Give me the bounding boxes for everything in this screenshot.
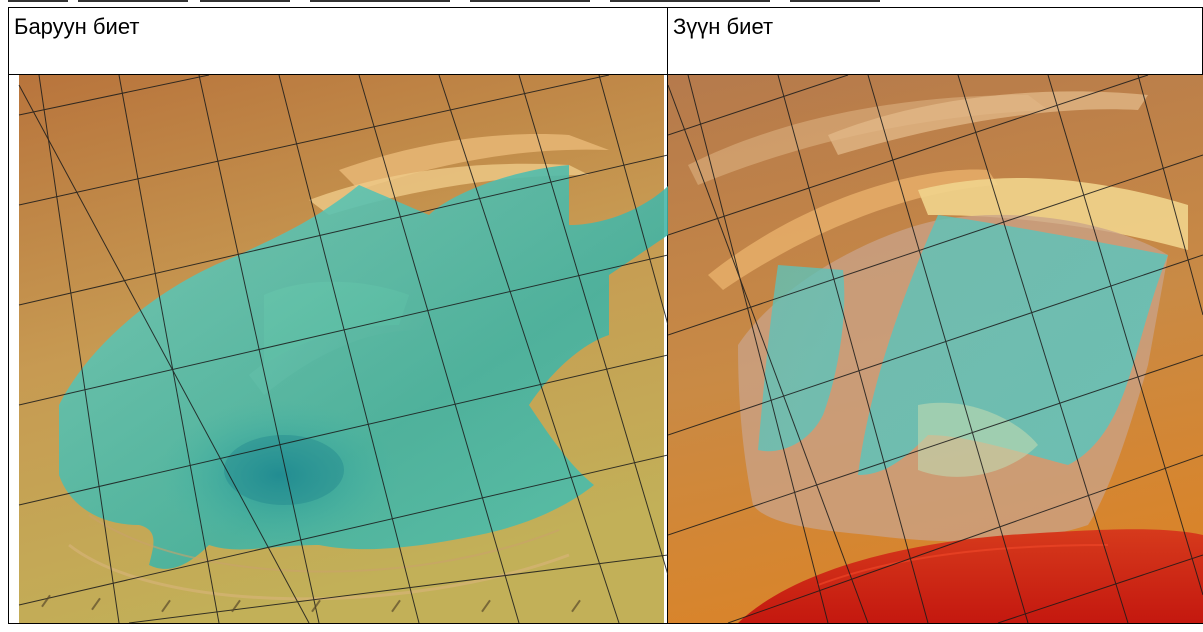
header-west: Баруун биет: [8, 7, 668, 75]
comparison-table: Баруун биет Зүүн биет: [8, 7, 1203, 624]
west-pit-image: [8, 74, 668, 624]
cropped-text-line: [0, 0, 1203, 8]
header-east: Зүүн биет: [667, 7, 1203, 75]
header-west-label: Баруун биет: [14, 14, 140, 39]
east-pit-image: [667, 74, 1203, 624]
header-east-label: Зүүн биет: [673, 14, 774, 39]
